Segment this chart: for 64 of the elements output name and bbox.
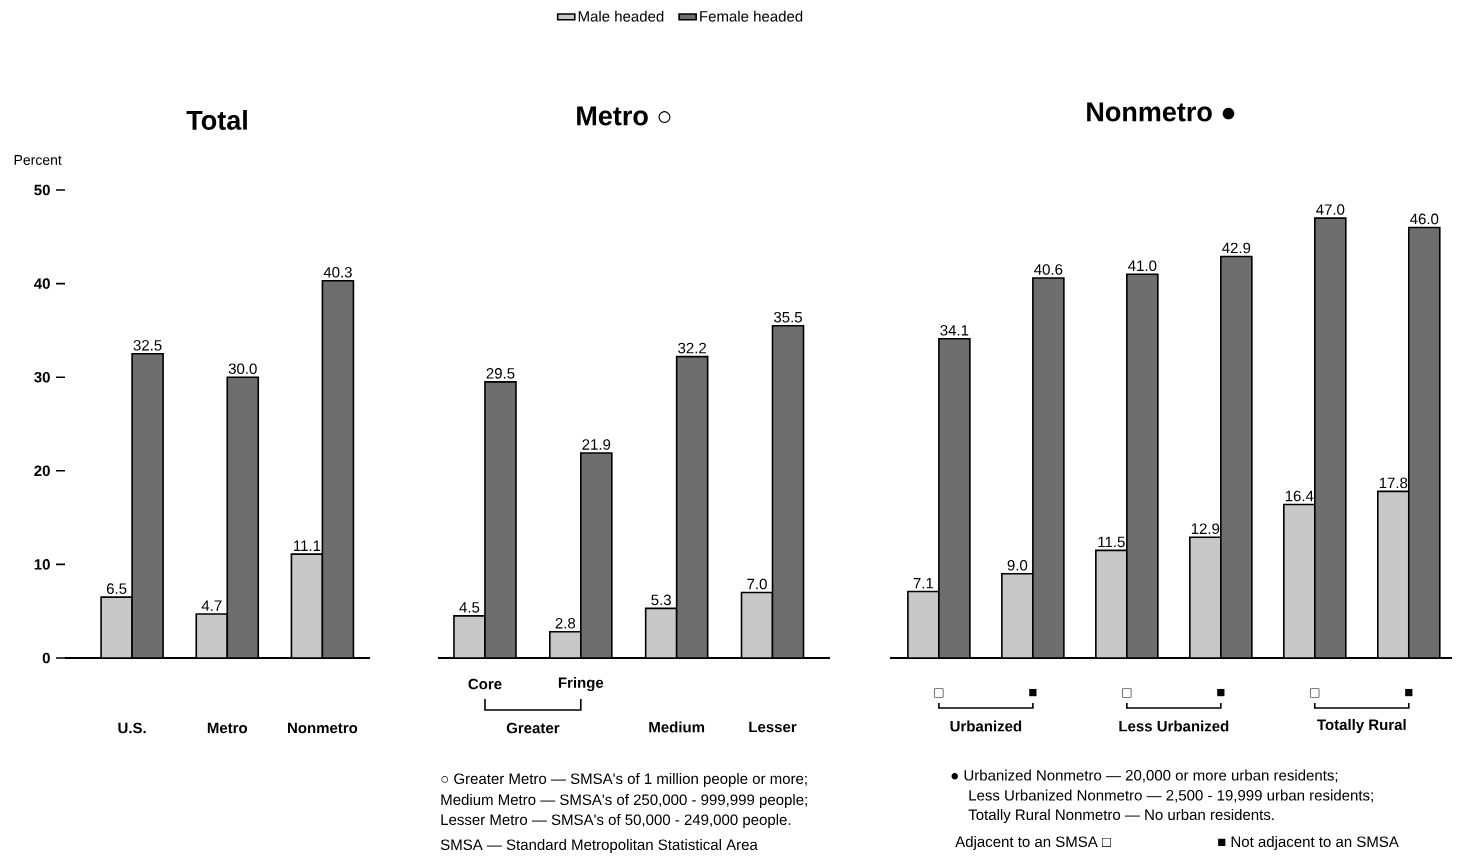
data-label: 21.9: [582, 439, 611, 450]
text: Less Urbanized Nonmetro — 2,500 - 19,999 urban residents;: [969, 789, 1373, 803]
x-tick-label: □: [1310, 688, 1320, 698]
data-label: 5.3: [651, 594, 671, 606]
y-tick-label: 0: [42, 652, 50, 664]
data-label: 2.8: [555, 617, 576, 629]
data-label: 46.0: [1410, 213, 1439, 225]
data-label: 17.8: [1379, 477, 1408, 489]
x-tick-label: Medium: [649, 721, 705, 733]
x-tick-label: Fringe: [558, 676, 604, 692]
data-label: 34.1: [940, 325, 969, 336]
chart-title: Nonmetro ●: [1087, 102, 1235, 122]
text: ● Urbanized Nonmetro — 20,000 or more urban residents;: [951, 769, 1338, 783]
data-label: 42.9: [1222, 242, 1251, 254]
data-label: 40.6: [1034, 264, 1063, 275]
data-label: 35.5: [773, 311, 802, 323]
data-label: 29.5: [486, 368, 515, 379]
x-tick-label: U.S.: [118, 722, 146, 734]
text: SMSA — Standard Metropolitan Statistical Area: [440, 839, 758, 853]
data-label: 32.5: [133, 339, 162, 351]
data-label: 11.5: [1098, 536, 1125, 548]
data-label: 4.7: [201, 600, 222, 611]
y-tick-label: 40: [34, 278, 50, 289]
x-tick-label: ■: [1217, 688, 1225, 697]
data-label: 16.4: [1285, 490, 1314, 502]
chart-title: Metro ○: [577, 106, 671, 126]
x-tick-label: □: [1122, 688, 1132, 698]
data-label: 41.0: [1128, 260, 1157, 272]
data-label: 4.5: [459, 602, 480, 613]
legend-label: Female headed: [700, 10, 803, 22]
y-tick-label: 50: [34, 184, 50, 196]
x-tick-label: □: [934, 688, 944, 698]
x-tick-label: Nonmetro: [288, 722, 358, 734]
text: Greater: [506, 722, 560, 734]
data-label: 7.1: [913, 578, 934, 589]
data-label: 7.0: [747, 578, 767, 590]
data-label: 11.1: [294, 540, 321, 551]
x-tick-label: Core: [468, 678, 502, 690]
data-label: 9.0: [1007, 559, 1028, 571]
x-tick-label: ■: [1029, 688, 1037, 697]
legend-label: Male headed: [578, 10, 664, 22]
x-tick-label: ■: [1405, 688, 1413, 697]
chart-title: Total: [186, 110, 247, 130]
text: ■ Not adjacent to an SMSA: [1218, 836, 1399, 850]
text: Totally Rural Nonmetro — No urban residents.: [968, 809, 1274, 823]
data-label: 6.5: [106, 583, 127, 594]
text: Less Urbanized: [1119, 720, 1229, 732]
text: Medium Metro — SMSA's of 250,000 - 999,999 people;: [441, 794, 807, 808]
text: Urbanized: [950, 720, 1022, 732]
data-label: 47.0: [1316, 204, 1345, 215]
text: Totally Rural: [1317, 719, 1406, 733]
data-label: 32.2: [678, 342, 706, 354]
y-tick-label: 10: [34, 559, 50, 570]
data-label: 12.9: [1191, 523, 1220, 535]
text: ○ Greater Metro — SMSA's of 1 million people or more;: [441, 773, 807, 787]
text: Lesser Metro — SMSA's of 50,000 - 249,000 people.: [441, 814, 791, 828]
data-label: 40.3: [323, 266, 352, 278]
y-tick-label: 20: [34, 465, 50, 477]
y-tick-label: 30: [34, 371, 50, 383]
x-tick-label: Metro: [207, 722, 248, 734]
x-tick-label: Lesser: [749, 721, 797, 733]
text: Adjacent to an SMSA □: [955, 836, 1111, 850]
y-axis-title: Percent: [14, 155, 62, 165]
data-label: 30.0: [228, 363, 257, 374]
